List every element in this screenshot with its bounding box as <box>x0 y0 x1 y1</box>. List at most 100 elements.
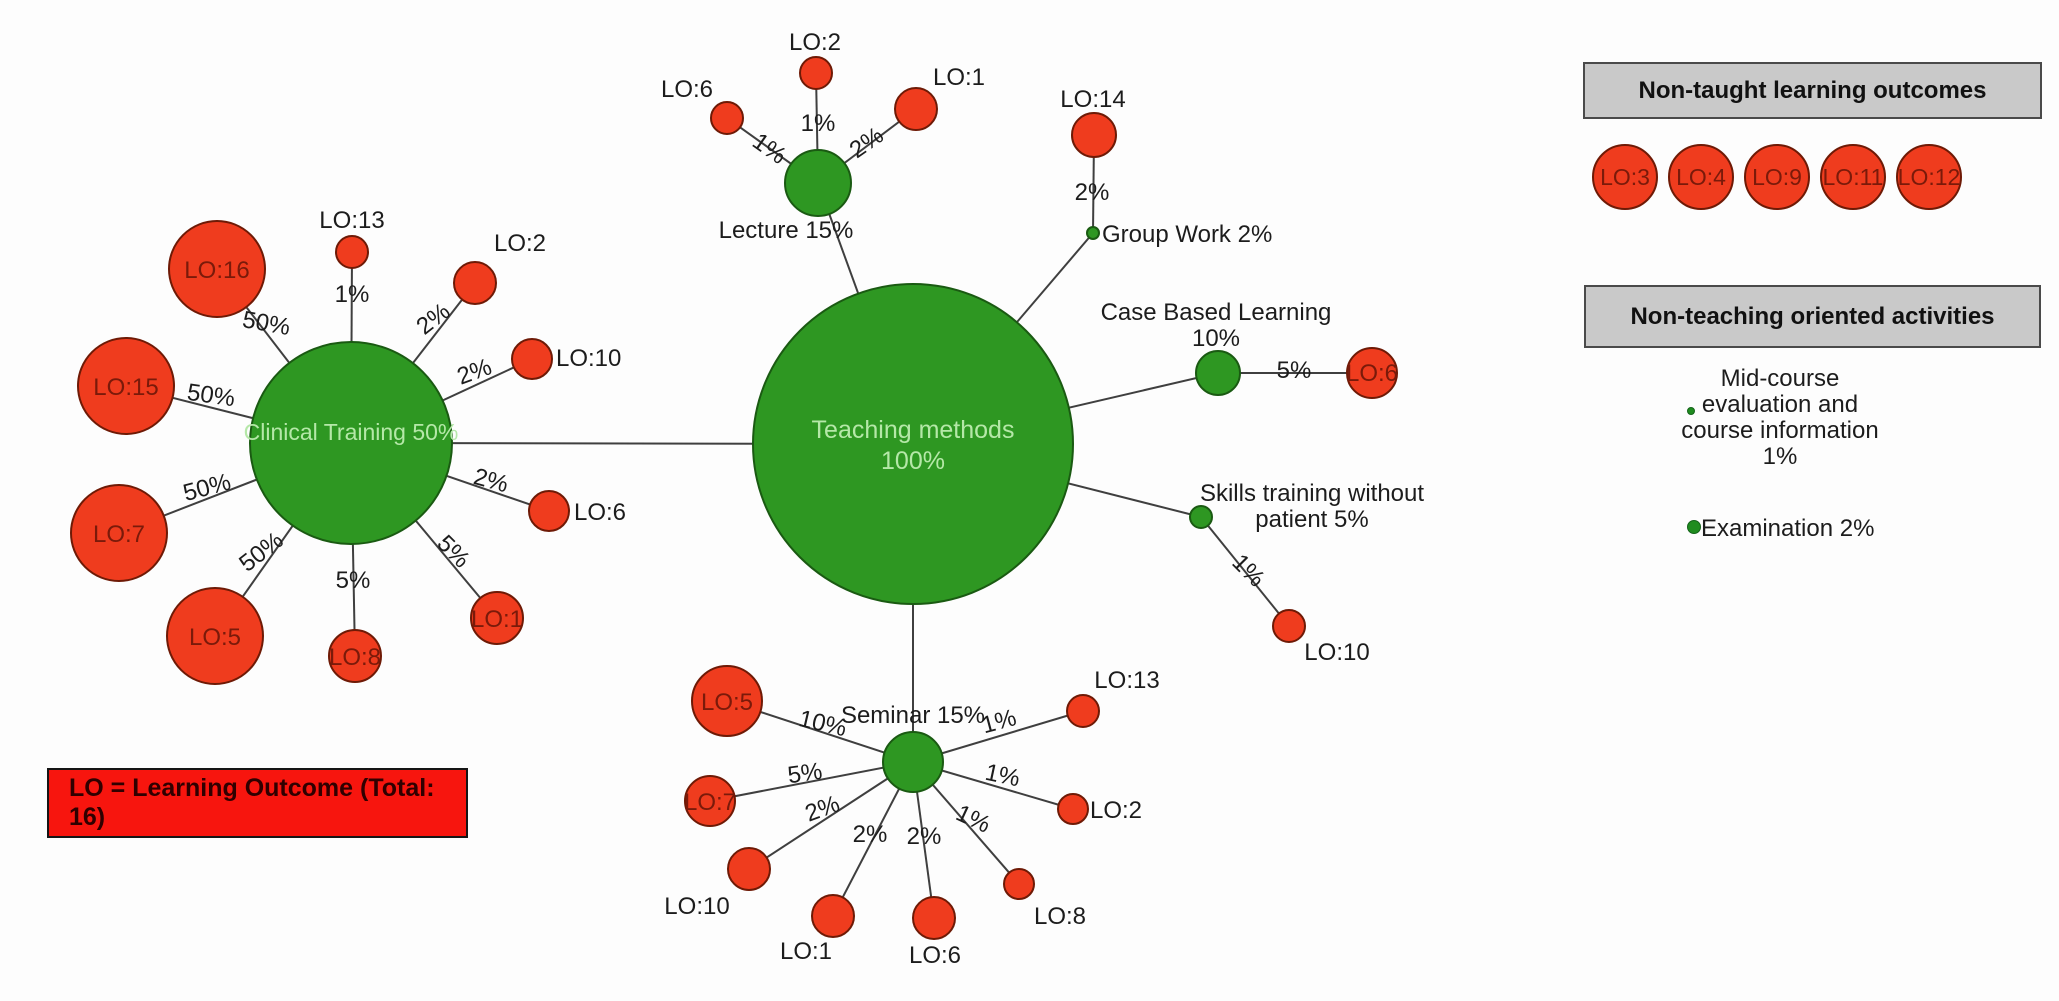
node-label-clinical-lo13: LO:13 <box>319 207 384 234</box>
node-label-clinical-lo8: LO:8 <box>329 644 381 671</box>
edge-label-group-work-groupwork-lo14: 2% <box>1075 179 1110 206</box>
node-label-lecture-lo6: LO:6 <box>661 76 713 103</box>
node-clinical-lo1 <box>470 591 524 645</box>
lo-label: LO:11 <box>1822 163 1884 190</box>
panel-non-teaching-header: Non-teaching oriented activities <box>1584 285 2041 348</box>
node-label-clinical-lo7: LO:7 <box>93 521 145 548</box>
non-taught-lo-circle: LO:9 <box>1744 144 1810 210</box>
edge-label-lecture-lecture-lo6: 1% <box>747 128 791 170</box>
node-teaching-methods <box>752 283 1074 605</box>
edge-seminar-seminar-lo10 <box>748 761 914 870</box>
node-group-work <box>1086 226 1100 240</box>
node-case-based-learning <box>1195 350 1241 396</box>
node-label-lecture: Lecture 15% <box>719 217 854 244</box>
node-label-skills-training: Skills training without patient 5% <box>1200 480 1424 533</box>
node-clinical-lo7 <box>70 484 168 582</box>
examination-activity-label: Examination 2% <box>1701 515 1875 542</box>
edge-label-clinical-training-clinical-lo6: 2% <box>471 463 511 498</box>
node-clinical-lo13 <box>335 235 369 269</box>
node-label-lecture-lo1: LO:1 <box>933 64 985 91</box>
node-lecture <box>784 149 852 217</box>
node-label-clinical-lo5: LO:5 <box>189 624 241 651</box>
edge-label-clinical-training-clinical-lo13: 1% <box>335 281 370 308</box>
edge-label-seminar-seminar-lo2: 1% <box>983 759 1023 793</box>
node-seminar-lo1 <box>811 894 855 938</box>
node-label-clinical-lo1: LO:1 <box>471 606 523 633</box>
node-clinical-lo2 <box>453 261 497 305</box>
node-seminar-lo5 <box>691 665 763 737</box>
legend-box: LO = Learning Outcome (Total: 16) <box>47 768 468 838</box>
node-clinical-training <box>249 341 453 545</box>
node-lecture-lo2 <box>799 56 833 90</box>
node-label-clinical-lo10: LO:10 <box>556 345 621 372</box>
node-label-seminar-lo5: LO:5 <box>701 689 753 716</box>
non-taught-lo-circle: LO:11 <box>1820 144 1886 210</box>
edge-label-seminar-seminar-lo10: 2% <box>802 790 844 827</box>
edge-label-seminar-seminar-lo6: 2% <box>907 823 942 850</box>
non-taught-lo-circle: LO:4 <box>1668 144 1734 210</box>
node-label-seminar-lo10: LO:10 <box>664 893 729 920</box>
node-clinical-lo15 <box>77 337 175 435</box>
edge-label-clinical-training-clinical-lo2: 2% <box>411 298 455 341</box>
node-clinical-lo6 <box>528 490 570 532</box>
edge-seminar-seminar-lo7 <box>709 761 914 802</box>
edge-label-clinical-training-clinical-lo16: 50% <box>240 306 292 341</box>
node-label-clinical-lo16: LO:16 <box>184 257 249 284</box>
node-label-seminar-lo13: LO:13 <box>1094 667 1159 694</box>
node-label-casebased-lo6: LO:6 <box>1346 360 1398 387</box>
edge-label-clinical-training-clinical-lo10: 2% <box>454 353 496 390</box>
node-label-seminar: Seminar 15% <box>841 702 985 729</box>
lo-label: LO:3 <box>1600 163 1650 190</box>
node-seminar <box>882 731 944 793</box>
node-clinical-lo5 <box>166 587 264 685</box>
node-seminar-lo10 <box>727 847 771 891</box>
edge-label-clinical-training-clinical-lo1: 5% <box>431 530 475 574</box>
legend-text: LO = Learning Outcome (Total: 16) <box>69 774 435 831</box>
edge-label-clinical-training-clinical-lo8: 5% <box>336 567 371 594</box>
node-label-clinical-lo2: LO:2 <box>494 230 546 257</box>
node-lecture-lo6 <box>710 101 744 135</box>
node-skills-training <box>1189 505 1213 529</box>
node-clinical-lo10 <box>511 338 553 380</box>
node-clinical-lo8 <box>328 629 382 683</box>
node-label-groupwork-lo14: LO:14 <box>1060 86 1125 113</box>
edge-skills-training-skills-lo10 <box>1200 516 1290 627</box>
node-seminar-lo7 <box>684 775 736 827</box>
lo-label: LO:9 <box>1752 163 1802 190</box>
node-lecture-lo1 <box>894 87 938 131</box>
node-seminar-lo2 <box>1057 793 1089 825</box>
node-label-seminar-lo1: LO:1 <box>780 938 832 965</box>
node-label-seminar-lo7: LO:7 <box>684 789 736 816</box>
node-skills-lo10 <box>1272 609 1306 643</box>
node-seminar-lo6 <box>912 896 956 940</box>
node-casebased-lo6 <box>1346 347 1398 399</box>
lo-label: LO:4 <box>1676 163 1726 190</box>
node-label-group-work: Group Work 2% <box>1102 221 1272 248</box>
node-label-clinical-training: Clinical Training 50% <box>244 419 459 445</box>
node-label-clinical-lo6: LO:6 <box>574 499 626 526</box>
non-taught-lo-circle: LO:3 <box>1592 144 1658 210</box>
node-label-seminar-lo2: LO:2 <box>1090 797 1142 824</box>
node-label-seminar-lo6: LO:6 <box>909 942 961 969</box>
edge-label-clinical-training-clinical-lo7: 50% <box>180 468 233 507</box>
edge-label-lecture-lecture-lo2: 1% <box>801 110 836 137</box>
examination-marker-dot <box>1687 520 1701 534</box>
edge-label-seminar-seminar-lo7: 5% <box>786 758 824 790</box>
node-seminar-lo8 <box>1003 868 1035 900</box>
lo-label: LO:12 <box>1897 163 1961 190</box>
node-seminar-lo13 <box>1066 694 1100 728</box>
node-label-seminar-lo8: LO:8 <box>1034 903 1086 930</box>
node-clinical-lo16 <box>168 220 266 318</box>
node-label-case-based-learning: Case Based Learning 10% <box>1101 299 1332 352</box>
panel-non-taught-title: Non-taught learning outcomes <box>1638 76 1987 104</box>
node-groupwork-lo14 <box>1071 112 1117 158</box>
node-label-clinical-lo15: LO:15 <box>93 374 158 401</box>
edge-label-seminar-seminar-lo1: 2% <box>853 821 888 848</box>
edge-label-seminar-seminar-lo8: 1% <box>952 800 995 839</box>
node-label-teaching-methods: Teaching methods 100% <box>812 416 1015 475</box>
panel-non-teaching-title: Non-teaching oriented activities <box>1630 302 1995 330</box>
node-label-skills-lo10: LO:10 <box>1304 639 1369 666</box>
non-taught-lo-circle: LO:12 <box>1896 144 1962 210</box>
